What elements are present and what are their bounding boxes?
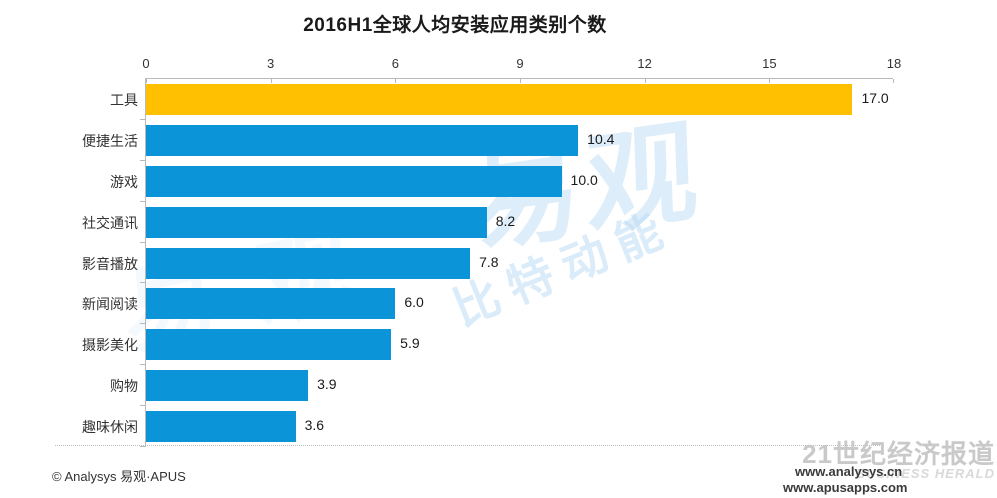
y-axis-tick-mark (140, 323, 146, 325)
value-label: 6.0 (404, 294, 424, 311)
bar-row: 17.0 (146, 79, 893, 120)
plot-area: 0 3 6 9 12 15 18 17.0 10.4 10.0 8.2 7.8 6.0 5.9 3.9 3.6 (140, 56, 901, 447)
copyright-text: © Analysys 易观·APUS (52, 469, 186, 484)
category-label: 游戏 (110, 173, 138, 190)
x-axis-tick-mark (769, 79, 771, 83)
category-label: 便捷生活 (82, 132, 138, 149)
category-label: 社交通讯 (82, 214, 138, 231)
category-label: 摄影美化 (82, 337, 138, 354)
category-label: 趣味休闲 (82, 419, 138, 436)
bar (146, 288, 396, 320)
business-herald-watermark-title: 21世纪经济报道 (802, 439, 995, 469)
bar-row: 5.9 (146, 324, 893, 365)
value-label: 5.9 (400, 335, 420, 352)
x-axis-tick-mark (644, 79, 646, 83)
bar (146, 247, 471, 279)
bar (146, 124, 579, 156)
analysys-url-text: www.analysys.cn (795, 464, 903, 479)
y-axis-tick-mark (140, 282, 146, 284)
category-label: 工具 (110, 92, 138, 108)
bar (146, 165, 562, 197)
bar (146, 411, 296, 443)
x-axis-tick-label: 9 (516, 56, 524, 71)
category-label: 新闻阅读 (82, 296, 138, 313)
x-axis-tick-label: 12 (637, 56, 652, 71)
bar (146, 206, 487, 238)
value-label: 3.6 (304, 417, 325, 434)
bar-row: 10.0 (146, 161, 893, 202)
x-axis-tick-label: 6 (391, 56, 399, 71)
value-label: 10.4 (587, 130, 615, 147)
x-axis-tick-label: 0 (142, 56, 150, 71)
y-axis-tick-mark (140, 405, 146, 407)
x-axis-tick-label: 18 (886, 56, 902, 71)
value-label: 7.8 (479, 253, 499, 270)
category-label: 影音播放 (82, 255, 138, 272)
bar-row: 10.4 (146, 120, 893, 161)
y-axis-tick-mark (140, 364, 146, 366)
category-label: 购物 (110, 378, 138, 395)
bar (146, 84, 853, 115)
x-axis-tick-label: 3 (267, 56, 275, 71)
value-label: 10.0 (570, 171, 598, 188)
value-label: 17.0 (861, 90, 889, 106)
y-axis-tick-mark (140, 159, 146, 161)
bar (146, 329, 392, 361)
x-axis-tick-label: 15 (762, 56, 777, 71)
bar-row: 3.6 (146, 406, 893, 447)
y-axis-tick-mark (140, 118, 146, 120)
bar-row: 7.8 (146, 243, 893, 284)
apus-url-text: www.apusapps.com (783, 480, 908, 495)
value-label: 8.2 (495, 212, 516, 229)
x-axis-tick-mark (395, 79, 397, 83)
business-herald-watermark-subtitle: BUSINESS HERALD (855, 466, 995, 481)
x-axis-tick-mark (520, 79, 521, 83)
x-axis-tick-mark (893, 79, 894, 83)
y-axis-tick-mark (140, 446, 146, 447)
y-axis-tick-mark (140, 241, 146, 243)
y-axis-tick-mark (140, 200, 146, 202)
chart-bottom-dotted-border (55, 445, 882, 446)
chart-title: 2016H1全球人均安装应用类别个数 (303, 15, 607, 36)
value-label: 3.9 (317, 376, 337, 393)
bar (146, 370, 309, 402)
bar-row: 8.2 (146, 202, 893, 243)
bar-row: 6.0 (146, 283, 893, 324)
x-axis-tick-mark (146, 79, 147, 83)
bar-row: 3.9 (146, 365, 893, 406)
x-axis-tick-mark (270, 79, 272, 83)
